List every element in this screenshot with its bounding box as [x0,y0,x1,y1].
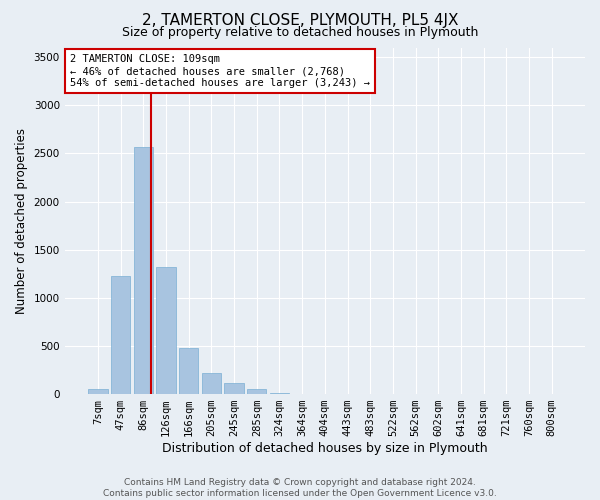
Y-axis label: Number of detached properties: Number of detached properties [15,128,28,314]
Bar [111,276,130,394]
Bar [270,392,289,394]
Text: Contains HM Land Registry data © Crown copyright and database right 2024.
Contai: Contains HM Land Registry data © Crown c… [103,478,497,498]
X-axis label: Distribution of detached houses by size in Plymouth: Distribution of detached houses by size … [162,442,488,455]
Bar [134,146,153,394]
Bar [179,348,199,394]
Text: 2, TAMERTON CLOSE, PLYMOUTH, PL5 4JX: 2, TAMERTON CLOSE, PLYMOUTH, PL5 4JX [142,12,458,28]
Bar [247,390,266,394]
Bar [88,390,107,394]
Text: Size of property relative to detached houses in Plymouth: Size of property relative to detached ho… [122,26,478,39]
Bar [224,382,244,394]
Bar [157,267,176,394]
Bar [202,373,221,394]
Text: 2 TAMERTON CLOSE: 109sqm
← 46% of detached houses are smaller (2,768)
54% of sem: 2 TAMERTON CLOSE: 109sqm ← 46% of detach… [70,54,370,88]
